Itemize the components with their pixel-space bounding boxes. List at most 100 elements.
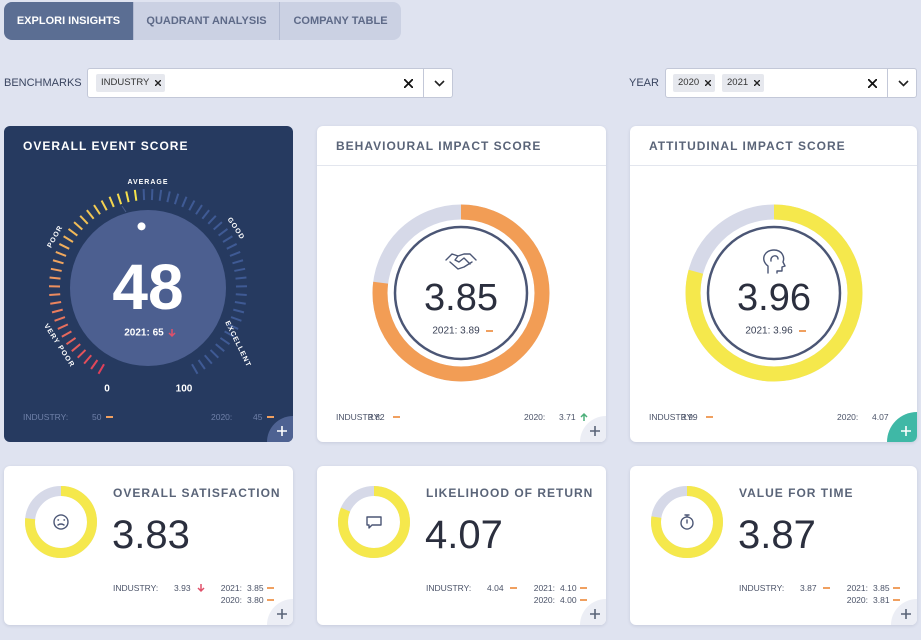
gauge-tick: [97, 363, 105, 375]
chip-label: 2020: [678, 77, 700, 88]
gauge-tick: [71, 343, 81, 352]
add-button[interactable]: [263, 412, 293, 442]
trend-flat: [580, 587, 587, 589]
footer-label: INDUSTRY:: [649, 412, 695, 422]
add-button[interactable]: [887, 412, 917, 442]
gauge-tick: [86, 209, 95, 220]
footer-label: INDUSTRY:: [336, 412, 382, 422]
tab[interactable]: QUADRANT ANALYSIS: [133, 2, 279, 40]
compare: 2021: 3.89: [432, 326, 480, 337]
x-icon: [404, 79, 413, 88]
gauge-tick: [133, 189, 138, 201]
card-title: OVERALL SATISFACTION: [113, 486, 281, 500]
x-icon: [155, 80, 162, 86]
card-divider: [317, 165, 606, 166]
add-button-bg: [580, 416, 606, 442]
ring-value: [372, 204, 550, 382]
gauge-label: VERY POOR: [42, 323, 75, 369]
footer-value: 4.00: [560, 595, 577, 605]
gauge-tick: [93, 204, 101, 215]
tab[interactable]: EXPLORI INSIGHTS: [4, 2, 133, 40]
gauge-tick: [213, 221, 223, 231]
gauge-tick: [52, 259, 64, 265]
add-button[interactable]: [263, 595, 293, 625]
footer-label: 2020:: [837, 412, 859, 422]
footer-value: 4.07: [872, 412, 889, 422]
select-box[interactable]: 2020 2021: [665, 68, 917, 98]
chip-remove: [155, 80, 162, 86]
x-icon: [754, 80, 761, 86]
trend-flat: [893, 587, 900, 589]
trend-flat: [267, 587, 274, 589]
separator: [423, 69, 424, 97]
icon: [366, 516, 382, 529]
gauge-track: [142, 189, 248, 375]
gauge-tick: [49, 276, 61, 280]
add-icon: [277, 609, 287, 619]
icon: [53, 514, 69, 530]
gauge-tick: [234, 267, 246, 272]
footer-value: 3.85: [247, 583, 264, 593]
trend-arrow: [168, 329, 176, 338]
score-ring: [25, 486, 97, 558]
footer-label: 2020:: [533, 595, 555, 605]
gauge-tick: [61, 330, 72, 338]
gauge-tick: [58, 243, 70, 250]
gauge-tick: [90, 359, 99, 370]
tab[interactable]: COMPANY TABLE: [279, 2, 401, 40]
impact-card: ATTITUDINAL IMPACT SCORE 3.96 2021: 3.96 IN…: [630, 126, 917, 442]
trend-flat: [106, 416, 113, 418]
gauge-tick: [50, 301, 62, 305]
add-icon: [590, 609, 600, 619]
gauge-fill: [48, 189, 138, 375]
chip-label: 2021: [727, 77, 749, 88]
add-button[interactable]: [887, 595, 917, 625]
gauge-tick: [191, 363, 199, 375]
chip[interactable]: INDUSTRY: [96, 74, 166, 92]
score: 3.83: [112, 513, 190, 557]
trend-down: [168, 329, 176, 338]
gauge-tick: [232, 259, 244, 265]
footer-value: 4.10: [560, 583, 577, 593]
gauge-label: EXCELLENT: [223, 320, 251, 369]
gauge-tick: [65, 337, 77, 346]
add-button[interactable]: [576, 412, 606, 442]
separator: [887, 69, 888, 97]
select-box[interactable]: INDUSTRY: [87, 68, 453, 98]
gauge-tick: [197, 359, 206, 370]
add-button-bg: [267, 416, 293, 442]
ring-value: [685, 204, 863, 382]
filter-label: YEAR: [629, 77, 659, 89]
metric-card: OVERALL SATISFACTION 3.83 INDUSTRY: 3.93 202…: [4, 466, 293, 625]
gauge-tick: [55, 251, 67, 257]
x-icon: [868, 79, 877, 88]
trend-arrow: [197, 584, 205, 593]
footer-value: 3.87: [800, 583, 817, 593]
gauge-tick: [209, 349, 220, 359]
gauge-tick: [207, 215, 217, 225]
add-button-bg: [580, 599, 606, 625]
overall-card: OVERALL EVENT SCORE VERY POOR POOR AVERAGE G…: [4, 126, 293, 442]
chip[interactable]: 2020: [673, 74, 716, 92]
gauge-tick: [67, 228, 78, 237]
gauge-tick: [125, 191, 130, 203]
gauge-max: 100: [176, 384, 193, 395]
x-icon: [705, 80, 712, 86]
chip-remove: [705, 80, 712, 86]
add-button-bg: [891, 599, 917, 625]
score: 4.07: [425, 513, 503, 557]
add-button[interactable]: [576, 595, 606, 625]
footer-label: 2020:: [220, 595, 242, 605]
trend-flat: [706, 416, 713, 418]
trend-flat: [267, 416, 274, 418]
chip[interactable]: 2021: [722, 74, 765, 92]
add-icon: [590, 426, 600, 436]
score-ring: [338, 486, 410, 558]
compare: 2021: 3.96: [745, 326, 793, 337]
card-title: OVERALL EVENT SCORE: [23, 139, 189, 153]
gauge-tick: [173, 193, 180, 205]
gauge-tick: [234, 301, 246, 305]
gauge-tick: [233, 308, 245, 314]
trend-flat: [799, 330, 806, 332]
